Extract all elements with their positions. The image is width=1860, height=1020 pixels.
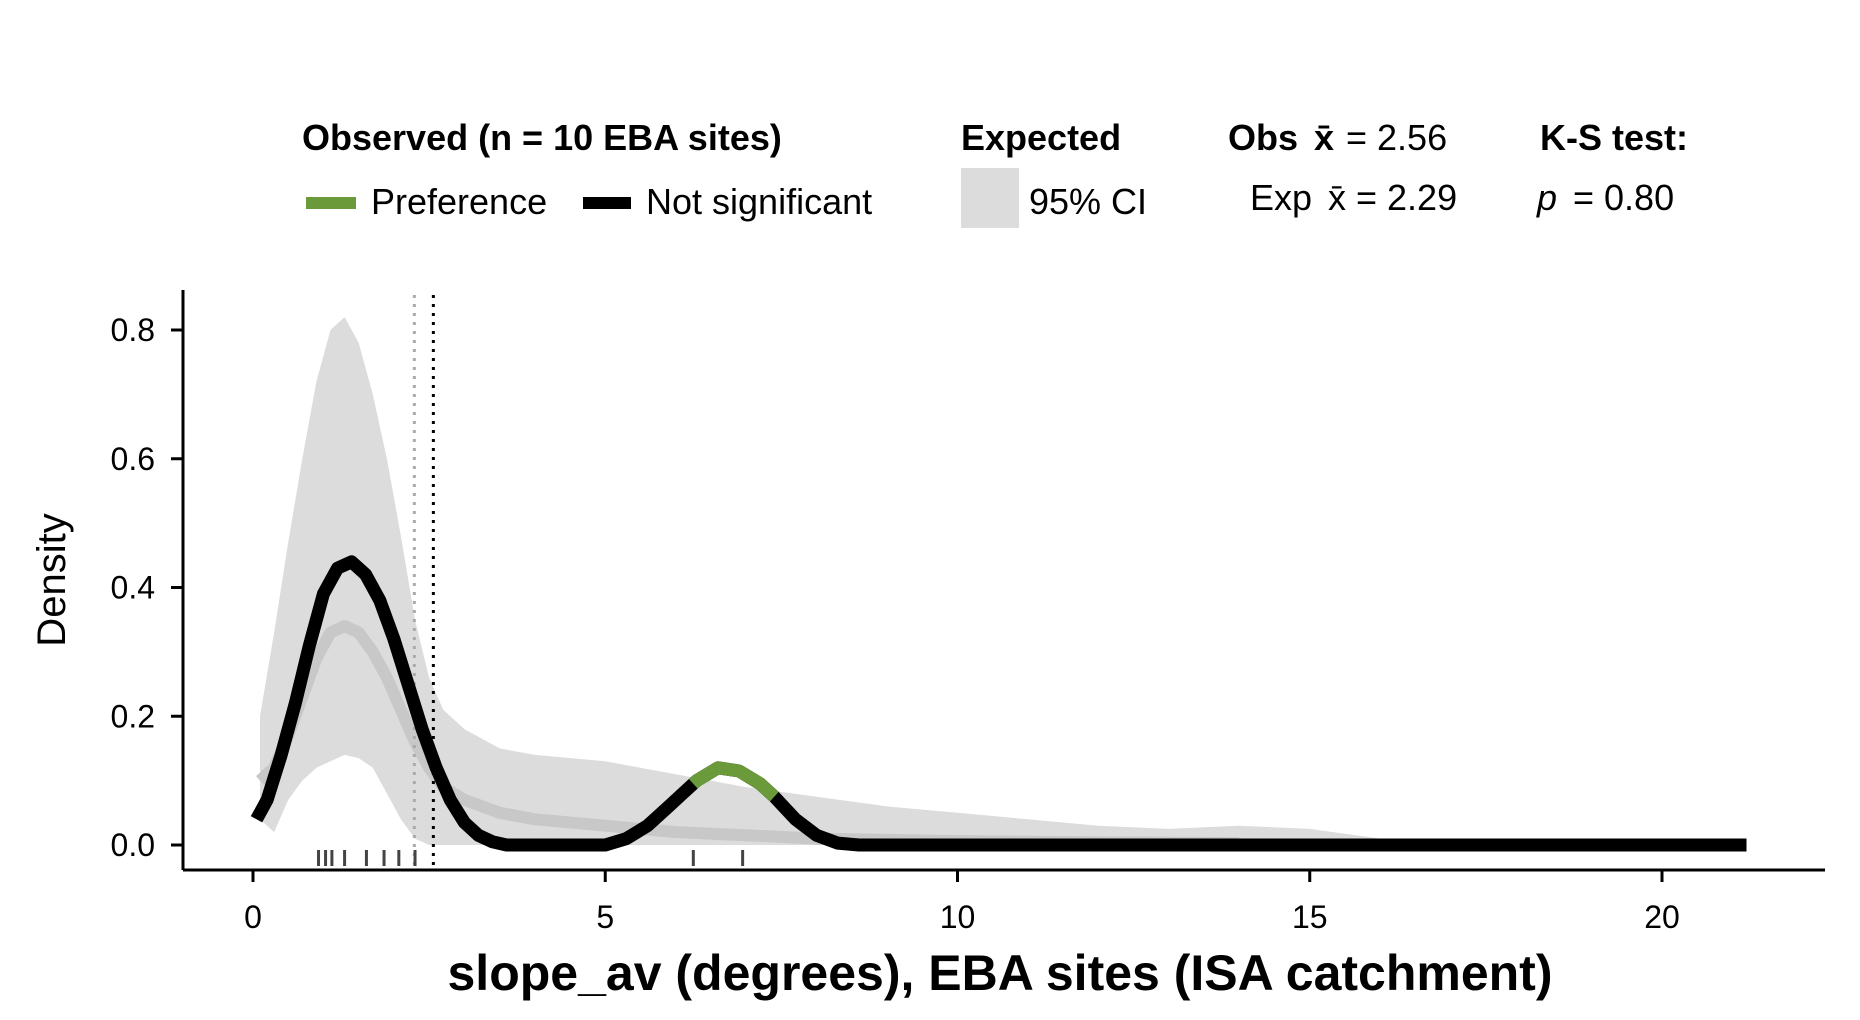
legend-exp-mean-prefix: Exp [1250, 177, 1312, 218]
legend-exp-mean-symbol: x̄ [1328, 177, 1346, 218]
legend-not-significant-label: Not significant [646, 181, 872, 222]
legend-p-value: = 0.80 [1573, 177, 1674, 218]
x-tick-label: 20 [1644, 899, 1680, 935]
legend-p-symbol: p [1536, 177, 1557, 218]
observed-curve-preference [688, 761, 779, 802]
x-tick-label: 10 [940, 899, 976, 935]
legend-obs-mean-value: = 2.56 [1346, 117, 1447, 158]
x-tick-label: 5 [596, 899, 614, 935]
y-tick-label: 0.8 [111, 312, 155, 348]
axes: 0.0 0.2 0.4 0.6 0.8 0 5 10 15 20 [111, 290, 1825, 935]
legend-ci-swatch [961, 168, 1019, 228]
legend-ci-label: 95% CI [1029, 181, 1147, 222]
y-tick-label: 0.2 [111, 698, 155, 734]
x-tick-label: 0 [244, 899, 262, 935]
y-ticks: 0.0 0.2 0.4 0.6 0.8 [111, 312, 183, 863]
legend-exp-mean-value: = 2.29 [1356, 177, 1457, 218]
legend: Observed (n = 10 EBA sites) Preference N… [302, 117, 1688, 228]
legend-obs-mean-symbol: x̄ [1314, 117, 1334, 158]
legend-obs-mean-prefix: Obs [1228, 117, 1298, 158]
x-ticks: 0 5 10 15 20 [244, 870, 1680, 935]
legend-not-significant-swatch [583, 197, 631, 209]
x-axis-title: slope_av (degrees), EBA sites (ISA catch… [448, 945, 1553, 1001]
legend-observed-title: Observed (n = 10 EBA sites) [302, 117, 782, 158]
legend-preference-label: Preference [371, 181, 547, 222]
observed-curve [250, 555, 1747, 852]
legend-ks-title: K-S test: [1540, 117, 1688, 158]
y-tick-label: 0.6 [111, 441, 155, 477]
rug-layer [317, 850, 745, 866]
x-tick-label: 15 [1292, 899, 1328, 935]
y-tick-label: 0.4 [111, 570, 155, 606]
observed-curve-layer [250, 555, 1747, 852]
y-tick-label: 0.0 [111, 827, 155, 863]
legend-expected-title: Expected [961, 117, 1121, 158]
y-axis-title: Density [30, 513, 74, 646]
legend-preference-swatch [306, 197, 356, 209]
